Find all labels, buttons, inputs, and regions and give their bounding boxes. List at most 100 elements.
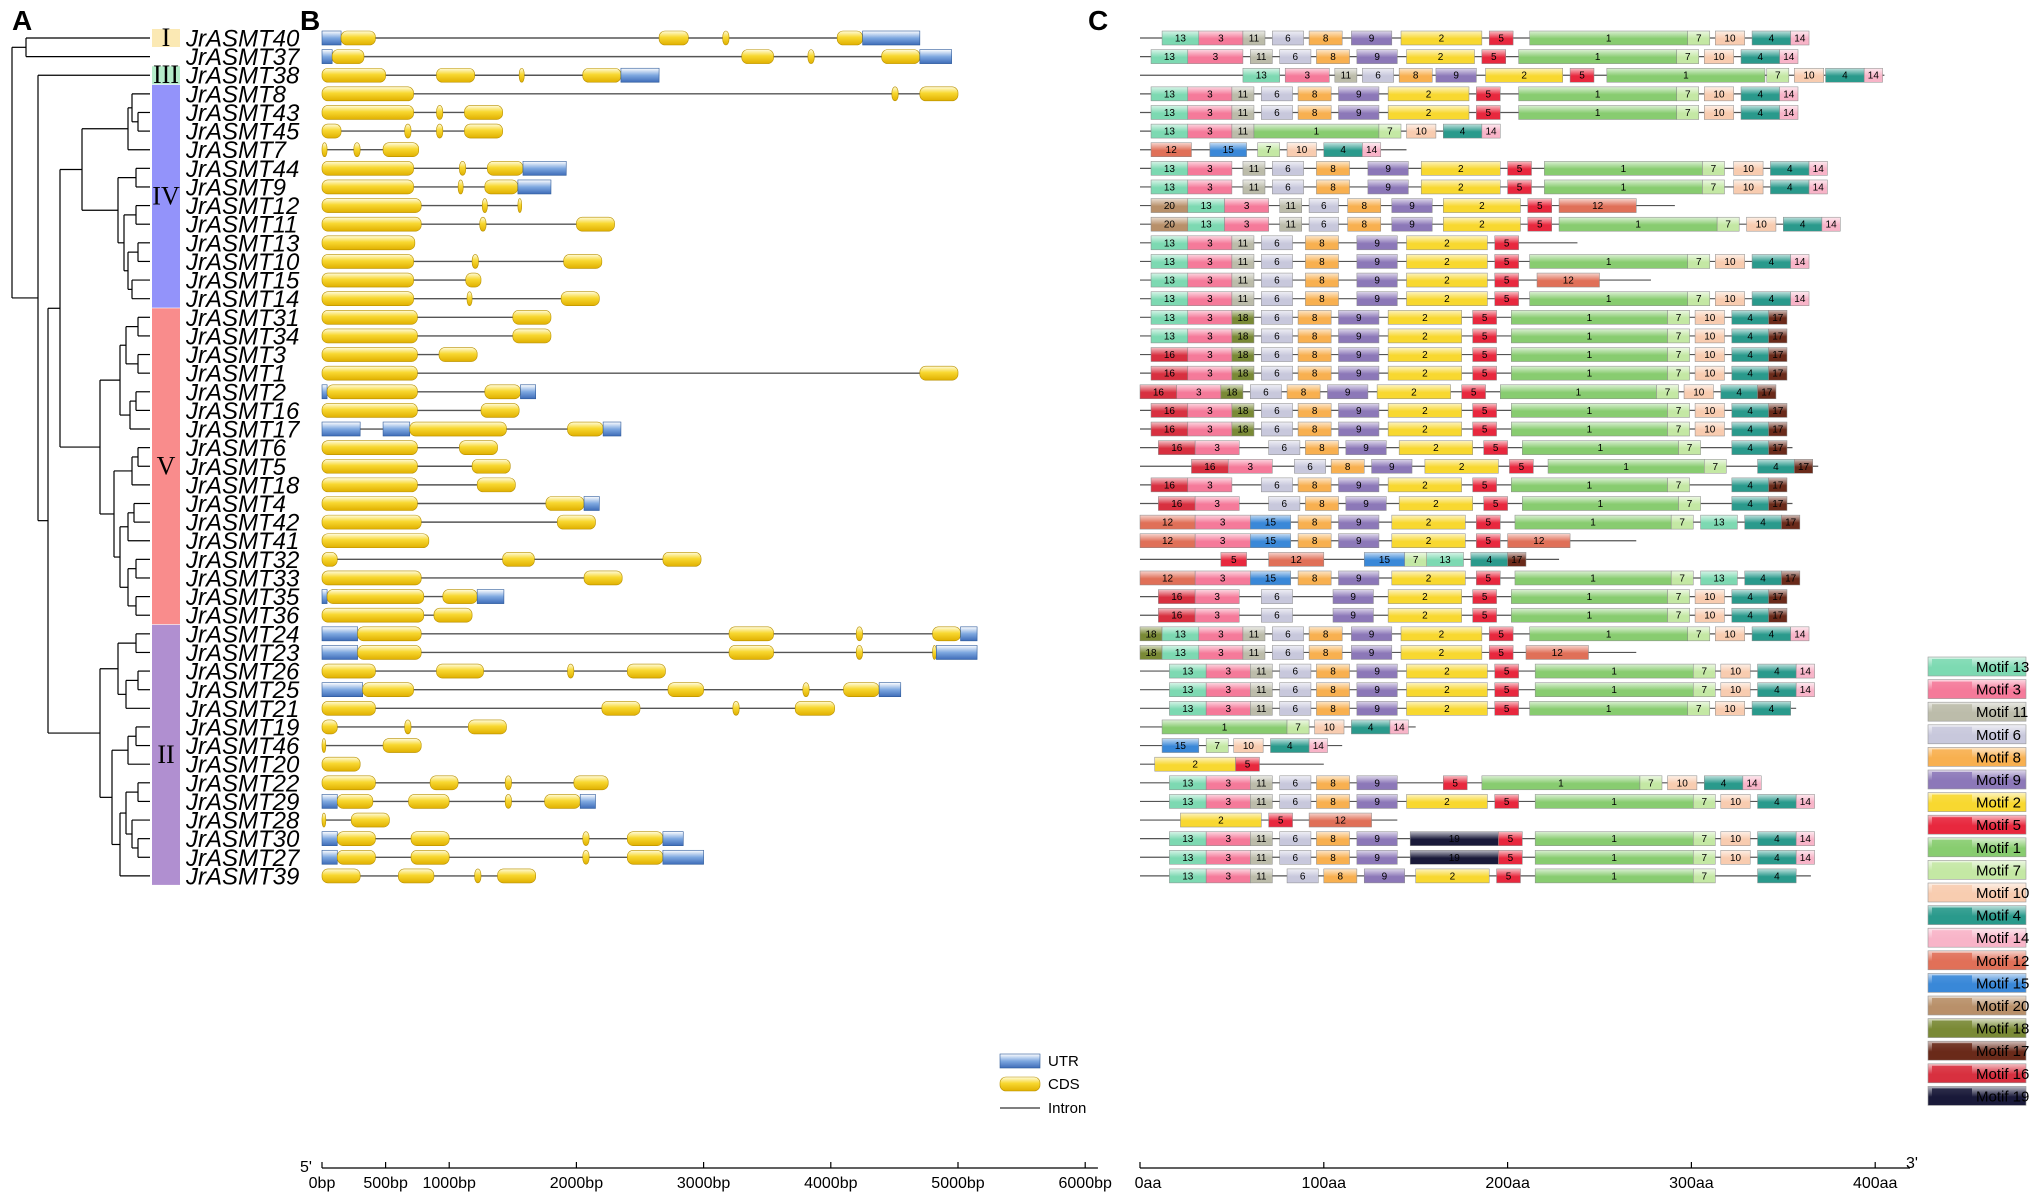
motif-box-10 — [1720, 831, 1751, 846]
motif-number: 1 — [1611, 871, 1617, 882]
cds-block — [321, 328, 418, 344]
motif-number: 2 — [1444, 257, 1450, 268]
motif-legend-label: Motif 13 — [1976, 659, 2029, 676]
motif-number: 8 — [1319, 443, 1325, 454]
motif-structure-JrASMT24: 18 13 3 11 6 8 9 2 5 1 7 10 4 14 — [1139, 626, 1810, 642]
motif-number: 9 — [1374, 778, 1380, 789]
motif-legend-swatch — [1932, 907, 1972, 923]
motif-legend-swatch — [1932, 681, 1972, 697]
cds-block — [321, 86, 414, 102]
gene-name-JrASMT45: JrASMT45 — [185, 119, 300, 146]
motif-structure-JrASMT33: 12 3 15 8 9 2 5 1 7 13 4 17 — [1139, 570, 1801, 586]
motif-number: 9 — [1356, 108, 1362, 119]
motif-number: 7 — [1387, 127, 1393, 138]
motif-box-2 — [1400, 626, 1483, 642]
gene-name-JrASMT20: JrASMT20 — [185, 752, 300, 779]
cds-block — [471, 254, 479, 269]
motif-number: 4 — [1747, 499, 1753, 510]
cds-block — [321, 272, 414, 288]
group-label-III: III — [153, 60, 179, 89]
motif-box-15 — [1250, 533, 1291, 548]
motif-structure-JrASMT43: 13 3 11 6 8 9 2 5 1 7 10 4 14 — [1140, 105, 1799, 120]
motif-number: 8 — [1312, 369, 1318, 380]
cds-block — [932, 645, 937, 660]
utr-block — [517, 179, 552, 195]
cds-block — [436, 67, 475, 83]
motif-number: 5 — [1482, 331, 1488, 342]
motif-number: 1 — [1611, 685, 1617, 696]
cds-block — [464, 123, 503, 139]
motif-box-12 — [1536, 272, 1600, 288]
motif-box-9 — [1367, 161, 1409, 176]
motif-number: 5 — [1504, 257, 1510, 268]
motif-box-5 — [1472, 607, 1497, 623]
cds-block — [321, 514, 422, 530]
motif-number: 3 — [1218, 648, 1224, 659]
motif-box-11 — [1250, 49, 1273, 64]
motif-number: 5 — [1486, 536, 1492, 547]
motif-box-5 — [1527, 216, 1552, 232]
gene-structure-JrASMT23 — [321, 645, 978, 660]
panel-label-c: C — [1088, 5, 1108, 36]
utr-block — [321, 682, 364, 698]
motif-number: 15 — [1175, 741, 1187, 752]
cds-block — [321, 533, 430, 549]
motif-box-6 — [1272, 626, 1304, 642]
motif-number: 6 — [1285, 164, 1291, 175]
motif-number: 9 — [1350, 611, 1356, 622]
motif-number: 11 — [1256, 704, 1267, 715]
motif-number: 4 — [1747, 331, 1753, 342]
legend-intron-label: Intron — [1048, 1100, 1086, 1117]
motif-number: 4 — [1787, 164, 1793, 175]
motif-box-8 — [1316, 49, 1350, 64]
motif-number: 2 — [1422, 331, 1428, 342]
motif-number: 15 — [1265, 518, 1277, 529]
cds-block — [667, 682, 704, 698]
motif-number: 3 — [1225, 797, 1231, 808]
cds-block — [382, 738, 422, 753]
motif-number: 11 — [1256, 834, 1267, 845]
motif-number: 3 — [1220, 536, 1226, 547]
motif-number: 1 — [1590, 518, 1596, 529]
cds-block — [544, 794, 581, 809]
motif-box-10 — [1715, 626, 1745, 642]
motif-number: 9 — [1453, 71, 1459, 82]
motif-number: 9 — [1374, 704, 1380, 715]
cds-block — [728, 645, 774, 660]
motif-number: 1 — [1587, 369, 1593, 380]
motif-box-9 — [1371, 459, 1413, 474]
motif-box-9 — [1356, 850, 1398, 865]
cds-block — [557, 514, 596, 530]
motif-number: 5 — [1452, 778, 1458, 789]
motif-legend-swatch — [1932, 704, 1972, 720]
motif-number: 1 — [1611, 834, 1617, 845]
motif-number: 11 — [1249, 629, 1260, 640]
motif-number: 2 — [1422, 406, 1428, 417]
group-bar-III — [152, 66, 180, 85]
motif-number: 6 — [1285, 34, 1291, 45]
motif-number: 7 — [1696, 629, 1702, 640]
motif-number: 6 — [1263, 387, 1269, 398]
motif-box-7 — [1687, 291, 1711, 306]
motif-box-2 — [1406, 701, 1488, 716]
motif-structure-JrASMT1: 16 3 18 6 8 9 2 5 1 7 10 4 17 — [1140, 365, 1788, 381]
motif-box-3 — [1227, 459, 1273, 474]
motif-number: 13 — [1164, 276, 1176, 287]
motif-number: 13 — [1201, 220, 1213, 231]
motif-box-6 — [1261, 291, 1293, 306]
motif-number: 16 — [1164, 480, 1176, 491]
motif-box-17 — [1768, 403, 1788, 418]
motif-number: 14 — [1800, 667, 1812, 678]
motif-number: 6 — [1282, 443, 1288, 454]
motif-number: 2 — [1458, 164, 1464, 175]
motif-box-18 — [1231, 365, 1255, 381]
motif-box-9 — [1356, 775, 1398, 791]
cds-block — [350, 812, 390, 828]
gene-structure-JrASMT24 — [321, 626, 978, 642]
gene-structure-JrASMT1 — [321, 365, 959, 381]
motif-box-7 — [1667, 477, 1690, 493]
motif-number: 9 — [1374, 667, 1380, 678]
motif-number: 5 — [1504, 797, 1510, 808]
motif-number: 3 — [1247, 462, 1253, 473]
